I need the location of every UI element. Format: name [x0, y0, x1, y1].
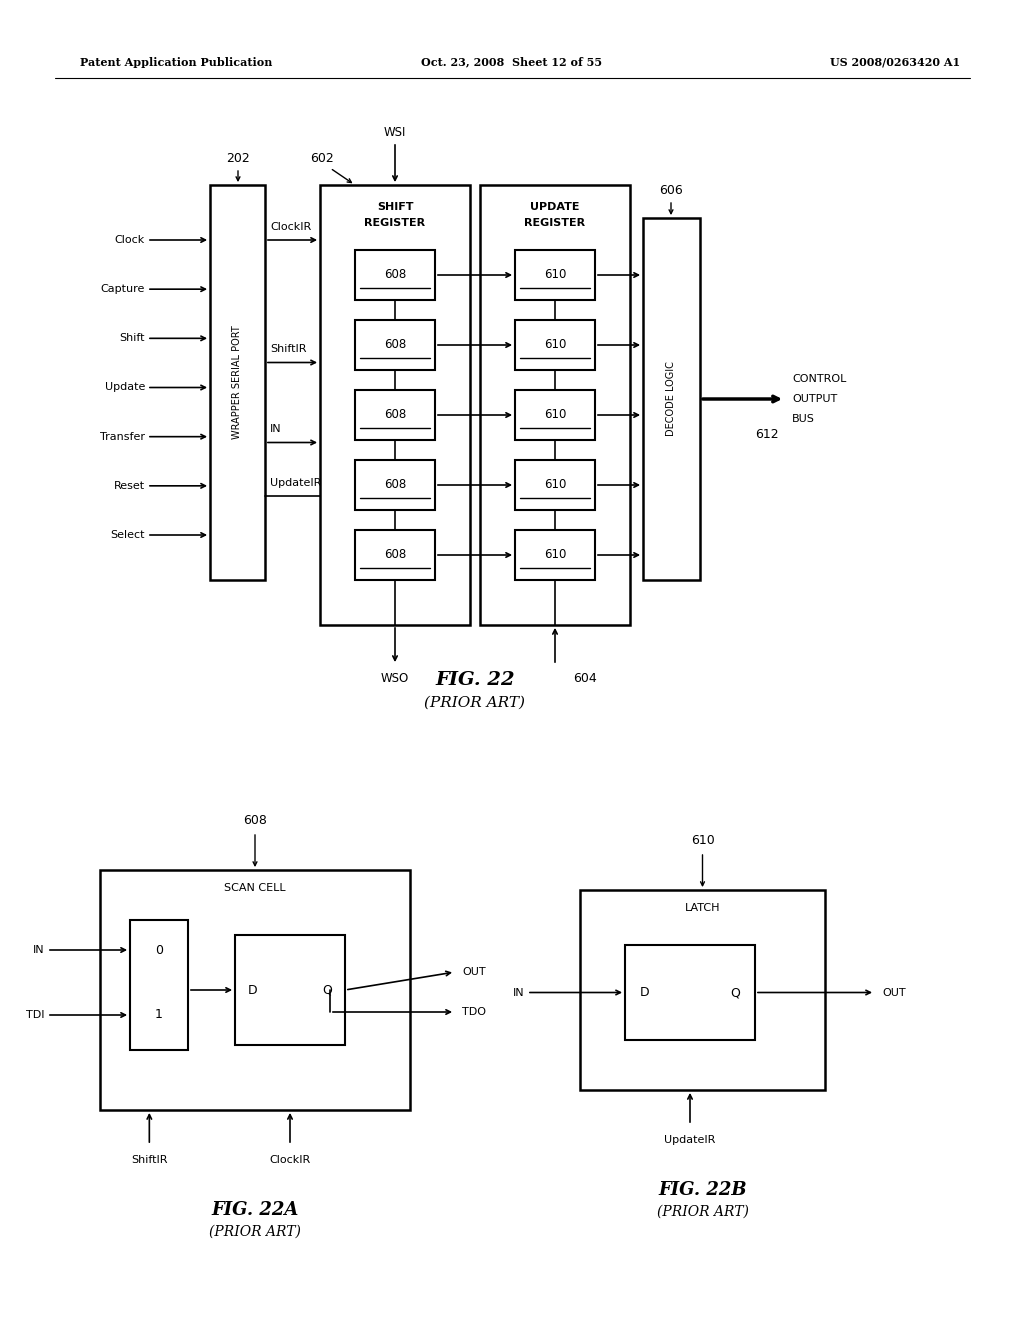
Text: Shift: Shift: [120, 334, 145, 343]
Text: 610: 610: [544, 549, 566, 561]
Text: ClockIR: ClockIR: [269, 1155, 310, 1166]
Text: 202: 202: [226, 152, 250, 165]
Text: Select: Select: [111, 531, 145, 540]
Text: Capture: Capture: [100, 284, 145, 294]
Text: UpdateIR: UpdateIR: [270, 478, 322, 488]
Text: (PRIOR ART): (PRIOR ART): [425, 696, 525, 710]
Bar: [100, 870, 410, 1110]
Bar: [319, 185, 470, 624]
Text: Reset: Reset: [114, 480, 145, 491]
Text: OUTPUT: OUTPUT: [792, 393, 838, 404]
Text: IN: IN: [34, 945, 45, 954]
Text: UpdateIR: UpdateIR: [665, 1135, 716, 1144]
Bar: [355, 531, 435, 579]
Bar: [210, 185, 265, 579]
Bar: [515, 531, 595, 579]
Bar: [515, 249, 595, 300]
Text: (PRIOR ART): (PRIOR ART): [656, 1205, 749, 1218]
Text: (PRIOR ART): (PRIOR ART): [209, 1225, 301, 1239]
Text: IN: IN: [270, 425, 282, 434]
Text: 604: 604: [573, 672, 597, 685]
Text: FIG. 22: FIG. 22: [435, 671, 515, 689]
Text: 608: 608: [384, 338, 407, 351]
Text: 612: 612: [755, 429, 778, 441]
Bar: [355, 389, 435, 440]
Bar: [130, 920, 188, 1049]
Bar: [515, 389, 595, 440]
Text: IN: IN: [513, 987, 525, 998]
Text: Q: Q: [323, 983, 332, 997]
Text: 608: 608: [384, 549, 407, 561]
Text: 610: 610: [544, 408, 566, 421]
Text: WSO: WSO: [381, 672, 410, 685]
Text: Oct. 23, 2008  Sheet 12 of 55: Oct. 23, 2008 Sheet 12 of 55: [422, 57, 602, 67]
Text: 0: 0: [155, 944, 163, 957]
Text: ShiftIR: ShiftIR: [131, 1155, 168, 1166]
Text: 610: 610: [544, 338, 566, 351]
Text: CONTROL: CONTROL: [792, 374, 847, 384]
Text: OUT: OUT: [882, 987, 905, 998]
Text: 1: 1: [155, 1008, 163, 1022]
Text: ShiftIR: ShiftIR: [270, 345, 306, 355]
Text: 610: 610: [544, 268, 566, 281]
Text: TDI: TDI: [27, 1010, 45, 1020]
Text: Clock: Clock: [115, 235, 145, 246]
Text: BUS: BUS: [792, 414, 815, 424]
Text: 610: 610: [544, 479, 566, 491]
Text: REGISTER: REGISTER: [365, 218, 426, 228]
Bar: [625, 945, 755, 1040]
Text: Q: Q: [730, 986, 740, 999]
Text: DECODE LOGIC: DECODE LOGIC: [667, 362, 677, 437]
Text: D: D: [248, 983, 258, 997]
Text: TDO: TDO: [462, 1007, 486, 1016]
Text: Update: Update: [104, 383, 145, 392]
Text: ClockIR: ClockIR: [270, 222, 311, 232]
Text: US 2008/0263420 A1: US 2008/0263420 A1: [829, 57, 961, 67]
Text: LATCH: LATCH: [685, 903, 720, 913]
Text: WRAPPER SERIAL PORT: WRAPPER SERIAL PORT: [232, 326, 243, 440]
Text: 608: 608: [384, 479, 407, 491]
Bar: [355, 319, 435, 370]
Text: 608: 608: [243, 813, 267, 826]
Bar: [234, 935, 345, 1045]
Text: SCAN CELL: SCAN CELL: [224, 883, 286, 894]
Bar: [580, 890, 825, 1090]
Text: Patent Application Publication: Patent Application Publication: [80, 57, 272, 67]
Bar: [355, 249, 435, 300]
Text: OUT: OUT: [462, 968, 485, 977]
Text: SHIFT: SHIFT: [377, 202, 414, 213]
Bar: [515, 459, 595, 510]
Text: WSI: WSI: [384, 125, 407, 139]
Text: 608: 608: [384, 268, 407, 281]
Text: 606: 606: [659, 183, 683, 197]
Bar: [515, 319, 595, 370]
Text: FIG. 22B: FIG. 22B: [658, 1181, 746, 1199]
Text: UPDATE: UPDATE: [530, 202, 580, 213]
Bar: [480, 185, 630, 624]
Bar: [643, 218, 700, 579]
Text: FIG. 22A: FIG. 22A: [211, 1201, 299, 1218]
Text: REGISTER: REGISTER: [524, 218, 586, 228]
Text: 608: 608: [384, 408, 407, 421]
Bar: [355, 459, 435, 510]
Text: 610: 610: [690, 833, 715, 846]
Text: D: D: [640, 986, 650, 999]
Text: Transfer: Transfer: [100, 432, 145, 442]
Text: 602: 602: [310, 152, 334, 165]
